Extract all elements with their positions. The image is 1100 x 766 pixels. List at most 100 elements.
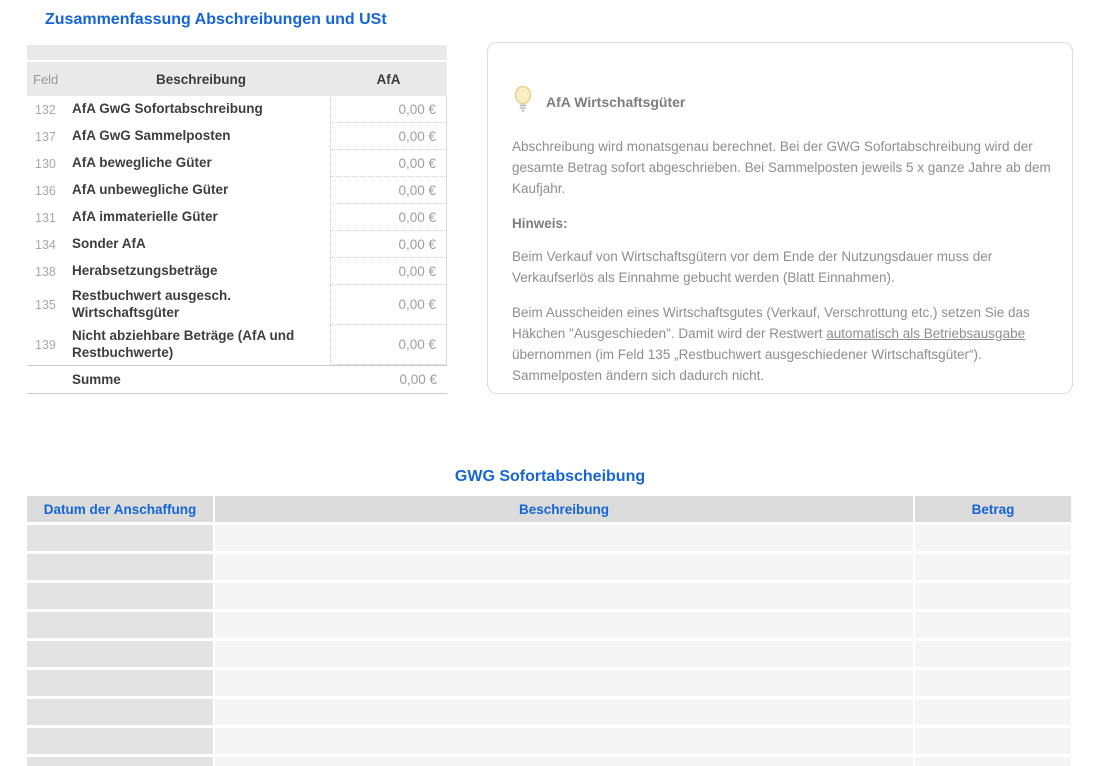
table-row: 139 Nicht abziehbare Beträge (AfA und Re… xyxy=(27,325,447,365)
table-row xyxy=(27,699,1073,725)
datum-cell[interactable] xyxy=(27,670,213,696)
description-cell[interactable]: AfA GwG Sammelposten xyxy=(72,128,231,144)
betrag-cell[interactable] xyxy=(915,583,1071,609)
field-number-cell[interactable]: 136 xyxy=(35,183,56,198)
beschreibung-cell[interactable] xyxy=(215,699,913,725)
gwg-table: Datum der Anschaffung Beschreibung Betra… xyxy=(27,496,1073,766)
beschreibung-cell[interactable] xyxy=(215,670,913,696)
table-row xyxy=(27,728,1073,754)
afa-value-cell[interactable]: 0,00 € xyxy=(330,258,447,285)
table-row: 132 AfA GwG Sofortabschreibung 0,00 € xyxy=(27,96,447,123)
betrag-cell[interactable] xyxy=(915,757,1071,766)
info-paragraph-3: Beim Ausscheiden eines Wirtschaftsgutes … xyxy=(512,302,1057,386)
info-panel-title: AfA Wirtschaftsgüter xyxy=(546,93,686,110)
field-number-cell[interactable]: 130 xyxy=(35,156,56,171)
field-number-cell[interactable]: 132 xyxy=(35,102,56,117)
beschreibung-cell[interactable] xyxy=(215,583,913,609)
description-cell[interactable]: Nicht abziehbare Beträge (AfA und Restbu… xyxy=(72,328,295,360)
datum-cell[interactable] xyxy=(27,757,213,766)
datum-cell[interactable] xyxy=(27,554,213,580)
beschreibung-cell[interactable] xyxy=(215,757,913,766)
betrag-cell[interactable] xyxy=(915,641,1071,667)
table-row xyxy=(27,670,1073,696)
afa-value-cell[interactable]: 0,00 € xyxy=(330,150,447,177)
table-row: 134 Sonder AfA 0,00 € xyxy=(27,231,447,258)
summe-value-cell[interactable]: 0,00 € xyxy=(399,372,437,387)
beschreibung-cell[interactable] xyxy=(215,728,913,754)
header-afa: AfA xyxy=(376,71,401,87)
table-row xyxy=(27,554,1073,580)
info-paragraph-2: Beim Verkauf von Wirtschaftsgütern vor d… xyxy=(512,249,993,285)
beschreibung-cell[interactable] xyxy=(215,554,913,580)
header-datum-der-anschaffung: Datum der Anschaffung xyxy=(27,496,213,522)
datum-cell[interactable] xyxy=(27,525,213,551)
info-panel: AfA Wirtschaftsgüter Abschreibung wird m… xyxy=(487,42,1073,394)
summary-table-header-strip xyxy=(27,45,447,60)
hinweis-label: Hinweis: xyxy=(512,216,568,231)
betrag-cell[interactable] xyxy=(915,670,1071,696)
table-row xyxy=(27,641,1073,667)
description-cell[interactable]: Herabsetzungsbeträge xyxy=(72,263,218,279)
field-number-cell[interactable]: 138 xyxy=(35,264,56,279)
header-beschreibung: Beschreibung xyxy=(155,71,247,87)
description-cell[interactable]: AfA immaterielle Güter xyxy=(72,209,218,225)
table-row xyxy=(27,612,1073,638)
betrag-cell[interactable] xyxy=(915,728,1071,754)
field-number-cell[interactable]: 135 xyxy=(35,298,56,312)
beschreibung-cell[interactable] xyxy=(215,612,913,638)
table-row: 130 AfA bewegliche Güter 0,00 € xyxy=(27,150,447,177)
afa-value-cell[interactable]: 0,00 € xyxy=(330,96,447,123)
table-row: 137 AfA GwG Sammelposten 0,00 € xyxy=(27,123,447,150)
table-row: 136 AfA unbewegliche Güter 0,00 € xyxy=(27,177,447,204)
datum-cell[interactable] xyxy=(27,641,213,667)
afa-value-cell[interactable]: 0,00 € xyxy=(330,204,447,231)
beschreibung-cell[interactable] xyxy=(215,525,913,551)
info-paragraph-1: Abschreibung wird monatsgenau berechnet.… xyxy=(512,139,1051,196)
description-cell[interactable]: AfA GwG Sofortabschreibung xyxy=(72,101,263,117)
afa-value-cell[interactable]: 0,00 € xyxy=(330,123,447,150)
field-number-cell[interactable]: 134 xyxy=(35,237,56,252)
info-paragraph-3-part2: übernommen (im Feld 135 „Restbuchwert au… xyxy=(512,347,982,383)
table-row xyxy=(27,583,1073,609)
afa-value-cell[interactable]: 0,00 € xyxy=(330,325,447,365)
table-row xyxy=(27,525,1073,551)
summary-table-header-row: Feld Beschreibung AfA xyxy=(27,62,447,96)
gwg-table-title: GWG Sofortabscheibung xyxy=(454,468,646,485)
betrag-cell[interactable] xyxy=(915,525,1071,551)
table-row: 135 Restbuchwert ausgesch. Wirtschaftsgü… xyxy=(27,285,447,325)
table-row: 138 Herabsetzungsbeträge 0,00 € xyxy=(27,258,447,285)
betrag-cell[interactable] xyxy=(915,699,1071,725)
lightbulb-icon xyxy=(512,85,534,118)
table-row: 131 AfA immaterielle Güter 0,00 € xyxy=(27,204,447,231)
description-cell[interactable]: AfA unbewegliche Güter xyxy=(72,182,229,198)
afa-value-cell[interactable]: 0,00 € xyxy=(330,177,447,204)
description-cell[interactable]: Sonder AfA xyxy=(72,236,146,252)
description-cell[interactable]: Restbuchwert ausgesch. Wirtschaftsgüter xyxy=(72,288,232,320)
gwg-header-row: Datum der Anschaffung Beschreibung Betra… xyxy=(27,496,1073,522)
header-feld: Feld xyxy=(33,71,59,87)
page-title: Zusammenfassung Abschreibungen und USt xyxy=(45,11,387,28)
info-panel-title-row: AfA Wirtschaftsgüter xyxy=(512,85,1052,118)
description-cell[interactable]: AfA bewegliche Güter xyxy=(72,155,212,171)
afa-value-cell[interactable]: 0,00 € xyxy=(330,285,447,325)
datum-cell[interactable] xyxy=(27,583,213,609)
header-betrag: Betrag xyxy=(915,496,1071,522)
datum-cell[interactable] xyxy=(27,728,213,754)
table-row xyxy=(27,757,1073,766)
beschreibung-cell[interactable] xyxy=(215,641,913,667)
field-number-cell[interactable]: 139 xyxy=(35,338,56,352)
info-paragraph-3-underlined: automatisch als Betriebsausgabe xyxy=(826,326,1026,341)
field-number-cell[interactable]: 131 xyxy=(35,210,56,225)
summary-table: Feld Beschreibung AfA 132 AfA GwG Sofort… xyxy=(27,45,447,394)
info-paragraph-3-part1: Beim Ausscheiden eines Wirtschaftsgutes … xyxy=(512,305,1030,341)
afa-value-cell[interactable]: 0,00 € xyxy=(330,231,447,258)
header-beschreibung: Beschreibung xyxy=(215,496,913,522)
datum-cell[interactable] xyxy=(27,612,213,638)
betrag-cell[interactable] xyxy=(915,612,1071,638)
datum-cell[interactable] xyxy=(27,699,213,725)
summe-label: Summe xyxy=(72,372,121,387)
summe-row: Summe 0,00 € xyxy=(27,365,447,394)
betrag-cell[interactable] xyxy=(915,554,1071,580)
field-number-cell[interactable]: 137 xyxy=(35,129,56,144)
